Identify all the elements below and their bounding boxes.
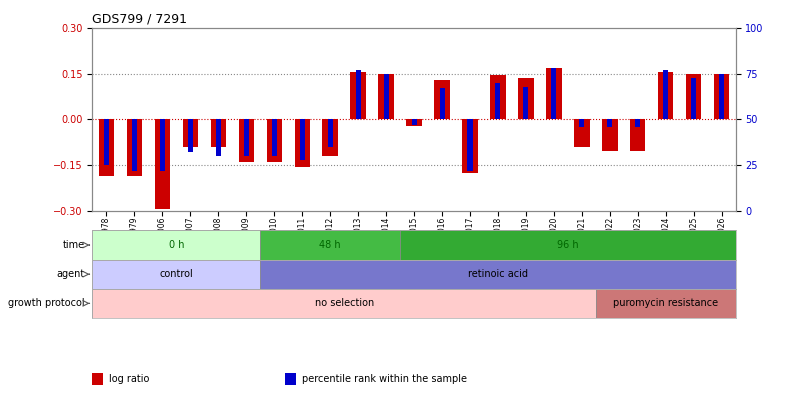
Bar	[601, 119, 617, 151]
Bar	[328, 119, 332, 147]
Bar	[400, 230, 735, 260]
Text: agent: agent	[56, 269, 84, 279]
Bar	[439, 88, 444, 119]
Text: time: time	[63, 240, 84, 250]
Bar	[713, 74, 728, 119]
Bar	[355, 70, 361, 119]
Bar	[215, 119, 221, 156]
Bar	[523, 87, 528, 119]
Text: growth protocol: growth protocol	[8, 298, 84, 308]
Bar	[160, 119, 165, 171]
Bar	[495, 83, 499, 119]
Text: control: control	[159, 269, 193, 279]
Bar	[606, 119, 612, 127]
Bar	[188, 119, 193, 152]
Bar	[718, 74, 724, 119]
Text: 48 h: 48 h	[319, 240, 340, 250]
Bar	[267, 119, 282, 162]
Bar	[99, 119, 114, 176]
Bar	[92, 373, 103, 385]
Bar	[210, 119, 226, 147]
Bar	[104, 119, 109, 165]
Bar	[92, 230, 260, 260]
Bar	[294, 119, 309, 166]
Bar	[579, 119, 584, 127]
Text: log ratio: log ratio	[109, 374, 149, 384]
Bar	[322, 119, 337, 156]
Bar	[383, 74, 388, 119]
Bar	[260, 260, 735, 289]
Bar	[545, 68, 560, 119]
Bar	[462, 119, 477, 173]
Bar	[691, 77, 695, 119]
Bar	[406, 119, 422, 126]
Text: retinoic acid: retinoic acid	[467, 269, 528, 279]
Text: percentile rank within the sample: percentile rank within the sample	[302, 374, 467, 384]
Text: 96 h: 96 h	[556, 240, 578, 250]
Text: no selection: no selection	[314, 298, 373, 308]
Bar	[271, 119, 276, 156]
Bar	[285, 373, 296, 385]
Bar	[634, 119, 639, 127]
Text: 0 h: 0 h	[169, 240, 184, 250]
Bar	[127, 119, 142, 176]
Bar	[238, 119, 254, 162]
Bar	[411, 119, 416, 125]
Bar	[662, 70, 667, 119]
Bar	[350, 72, 365, 119]
Text: GDS799 / 7291: GDS799 / 7291	[92, 13, 187, 26]
Bar	[132, 119, 137, 171]
Bar	[573, 119, 589, 147]
Bar	[657, 72, 673, 119]
Bar	[630, 119, 645, 151]
Bar	[434, 80, 449, 119]
Bar	[92, 289, 595, 318]
Bar	[518, 79, 533, 119]
Bar	[260, 230, 400, 260]
Bar	[243, 119, 248, 156]
Text: puromycin resistance: puromycin resistance	[613, 298, 717, 308]
Bar	[685, 74, 700, 119]
Bar	[467, 119, 472, 171]
Bar	[378, 74, 393, 119]
Bar	[595, 289, 735, 318]
Bar	[490, 75, 505, 119]
Bar	[92, 260, 260, 289]
Bar	[300, 119, 304, 160]
Bar	[551, 68, 556, 119]
Bar	[154, 119, 170, 209]
Bar	[182, 119, 198, 147]
